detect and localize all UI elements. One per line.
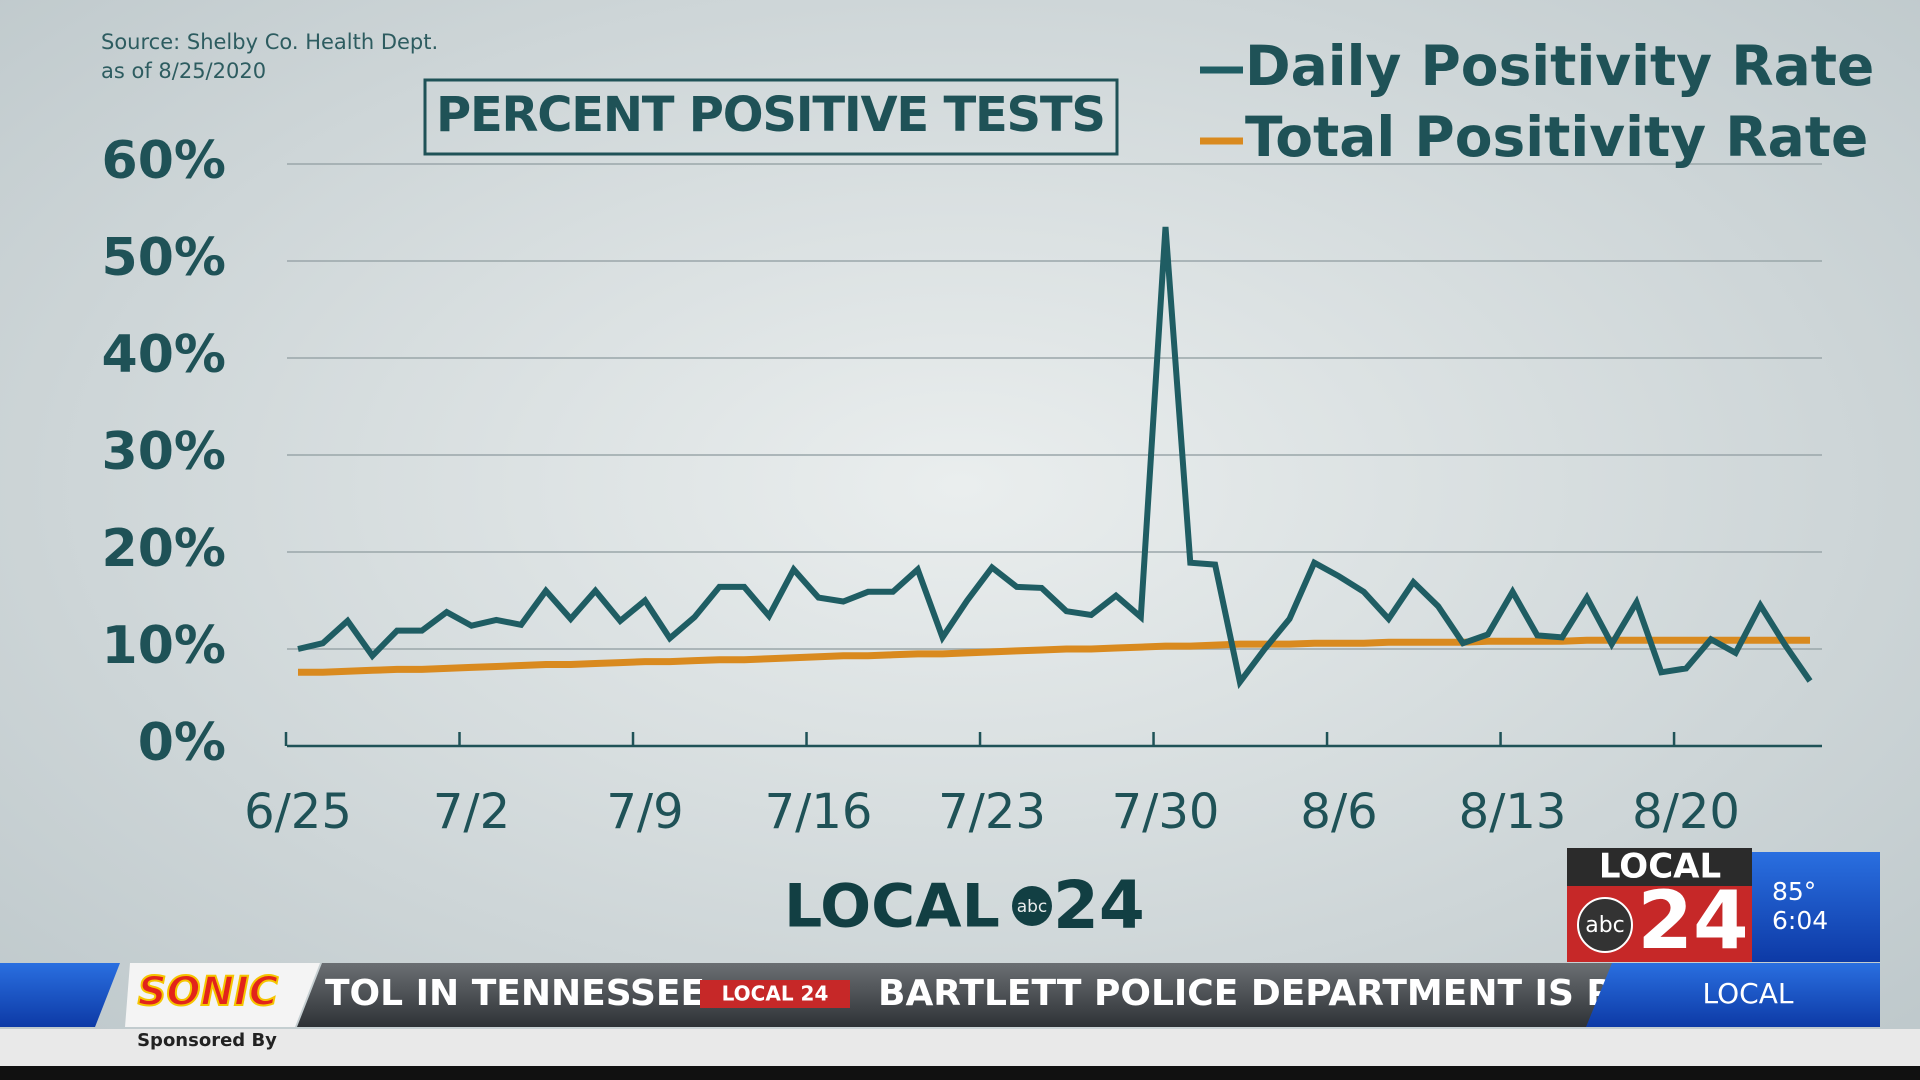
source: Source: Shelby Co. Health Dept.: [101, 30, 438, 54]
ticker-text: TOL IN TENNESSEE: [325, 973, 705, 1014]
ticker-logo-box: [700, 980, 850, 1008]
temperature: 85°: [1772, 877, 1816, 906]
x-tick-label: 7/2: [433, 784, 510, 840]
y-tick-label: 50%: [102, 228, 226, 288]
series-line: [297, 226, 1813, 690]
ticker-text: BARTLETT POLICE DEPARTMENT IS PA: [878, 973, 1637, 1014]
title-box: [423, 78, 1119, 156]
chart: Source: Shelby Co. Health Dept. as of 8/…: [101, 30, 1874, 840]
x-tick-label: 8/20: [1632, 784, 1740, 840]
sponsored-by: Sponsored By: [137, 1030, 277, 1051]
as-of: as of 8/25/2020: [101, 59, 266, 83]
station-24: 24: [1637, 874, 1748, 967]
logo-local: LOCAL: [784, 872, 1000, 942]
y-tick-label: 0%: [138, 713, 226, 773]
y-tick-label: 40%: [102, 325, 226, 385]
x-tick-label: 7/23: [938, 784, 1046, 840]
station-circle: [1577, 897, 1633, 953]
logo-circle: [1012, 886, 1052, 926]
x-tick-label: 8/13: [1459, 784, 1567, 840]
ticker: SONIC Sponsored By TOL IN TENNESSEE LOCA…: [0, 847, 1920, 1080]
x-tick-label: 7/30: [1112, 784, 1220, 840]
section-box: [1586, 963, 1880, 1027]
x-tick-label: 6/25: [244, 784, 352, 840]
y-tick-label: 60%: [102, 131, 226, 191]
ticker-band: [297, 963, 1640, 1027]
sponsor: SONIC: [138, 969, 279, 1015]
legend-label: Total Positivity Rate: [1245, 105, 1868, 169]
x-tick-label: 7/9: [606, 784, 683, 840]
sponsor-box: [125, 963, 320, 1027]
section: LOCAL: [1703, 977, 1794, 1010]
x-tick-label: 8/6: [1300, 784, 1377, 840]
time: 6:04: [1772, 906, 1828, 935]
station-abc: abc: [1585, 913, 1625, 938]
series-line: [298, 636, 1810, 676]
y-tick-label: 30%: [102, 422, 226, 482]
y-tick-label: 20%: [102, 519, 226, 579]
weather-box: [1752, 852, 1880, 962]
chart-title: PERCENT POSITIVE TESTS: [436, 87, 1106, 143]
legend-label: Daily Positivity Rate: [1245, 34, 1874, 98]
left-band: [0, 963, 120, 1027]
logo-abc: abc: [1017, 897, 1048, 917]
logo-24: 24: [1053, 867, 1145, 944]
x-tick-label: 7/16: [765, 784, 873, 840]
y-tick-label: 10%: [102, 616, 226, 676]
ticker-logo: LOCAL 24: [722, 982, 829, 1006]
logo: LOCAL abc 24: [784, 867, 1145, 944]
bottom-bar: [0, 1066, 1920, 1080]
station-logo-top: [1567, 848, 1752, 886]
station-local: LOCAL: [1599, 847, 1721, 887]
